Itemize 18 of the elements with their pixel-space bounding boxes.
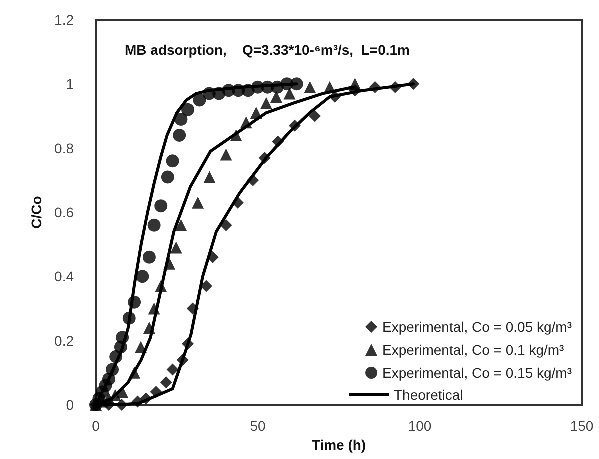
y-axis-title: C/Co bbox=[28, 196, 45, 229]
legend-label: Experimental, Co = 0.05 kg/m³ bbox=[382, 319, 572, 335]
y-tick-label: 0.4 bbox=[54, 268, 74, 285]
y-tick-label: 0.2 bbox=[54, 332, 74, 349]
x-axis-title: Time (h) bbox=[312, 436, 366, 453]
y-tick-label: 1.2 bbox=[54, 12, 74, 28]
x-tick-label: 50 bbox=[250, 418, 266, 434]
y-tick-label: 1 bbox=[66, 76, 74, 92]
x-tick-label: 100 bbox=[408, 418, 432, 434]
text: MB adsorption, Q=3.33*10-⁶m³/s, L=0.1m bbox=[125, 42, 410, 58]
x-tick-label: 150 bbox=[570, 418, 594, 434]
y-tick-label: 0 bbox=[66, 397, 74, 413]
legend-label: Experimental, Co = 0.15 kg/m³ bbox=[382, 365, 572, 381]
x-tick-label: 0 bbox=[92, 418, 100, 434]
y-tick-label: 0.8 bbox=[54, 140, 74, 156]
legend-label: Theoretical bbox=[394, 387, 464, 403]
y-tick-label: 0.6 bbox=[54, 204, 74, 220]
legend-label: Experimental, Co = 0.1 kg/m³ bbox=[382, 342, 565, 358]
